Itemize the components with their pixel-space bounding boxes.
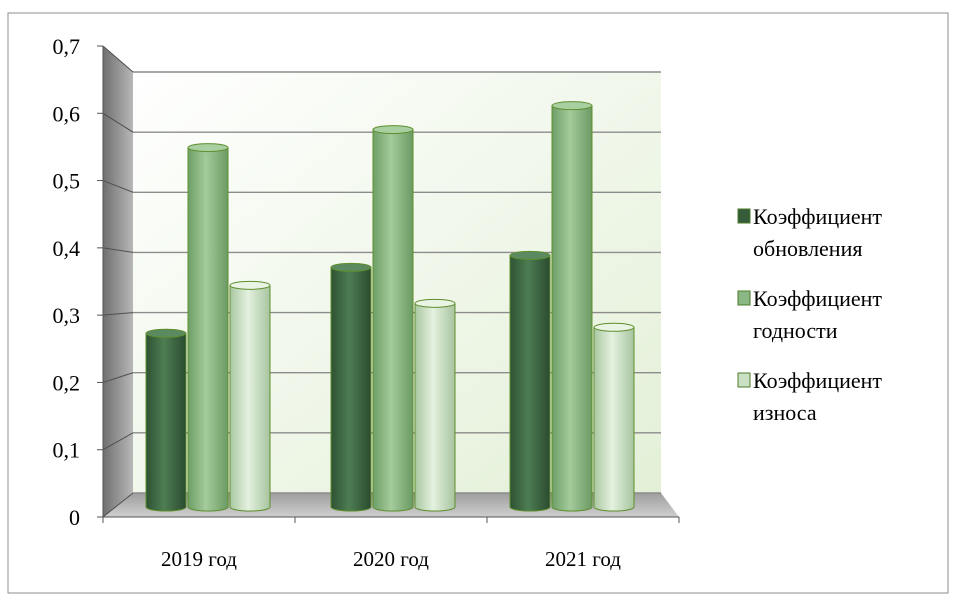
legend-label: Коэффициент обновления bbox=[753, 204, 882, 261]
legend-swatch bbox=[737, 208, 751, 224]
side-wall bbox=[103, 46, 133, 517]
bar bbox=[372, 125, 414, 512]
gridline-side bbox=[102, 492, 134, 518]
x-tick-label: 2019 год bbox=[161, 547, 237, 571]
y-tick-label: 0 bbox=[69, 505, 80, 530]
gridline-side bbox=[102, 45, 134, 73]
bar bbox=[145, 328, 187, 512]
gridline-side bbox=[102, 432, 134, 451]
y-tick-label: 0,7 bbox=[53, 34, 81, 59]
bar bbox=[187, 143, 229, 512]
y-tick-label: 0,5 bbox=[53, 169, 81, 194]
x-tick-label: 2020 год bbox=[353, 547, 429, 571]
gridline-side bbox=[102, 247, 134, 253]
bar bbox=[509, 250, 551, 512]
legend-swatch bbox=[737, 290, 751, 306]
y-tick-label: 0,3 bbox=[53, 303, 81, 328]
bar bbox=[551, 101, 593, 512]
gridline-side bbox=[102, 112, 134, 133]
gridline-side bbox=[102, 372, 134, 383]
y-tick-label: 0,4 bbox=[53, 236, 81, 261]
y-axis-ticks: 0 0,1 0,2 0,3 0,4 0,5 0,6 0,7 bbox=[53, 34, 103, 530]
bar bbox=[330, 262, 372, 512]
x-tick-label: 2021 год bbox=[545, 547, 621, 571]
bar bbox=[593, 322, 635, 512]
bar bbox=[414, 298, 456, 512]
legend: Коэффициент обновления Коэффициент годности… bbox=[737, 204, 882, 425]
bar bbox=[229, 280, 271, 512]
gridline-side bbox=[102, 312, 134, 316]
legend-label: Коэффициент износа bbox=[753, 368, 882, 425]
y-tick-label: 0,1 bbox=[53, 438, 81, 463]
legend-swatch bbox=[737, 372, 751, 388]
x-axis-labels: 2019 год 2020 год 2021 год bbox=[102, 517, 680, 571]
y-tick-label: 0,6 bbox=[53, 101, 81, 126]
bars bbox=[145, 101, 635, 512]
legend-label: Коэффициент годности bbox=[753, 286, 882, 343]
y-tick-label: 0,2 bbox=[53, 370, 81, 395]
gridline-side bbox=[102, 180, 134, 193]
